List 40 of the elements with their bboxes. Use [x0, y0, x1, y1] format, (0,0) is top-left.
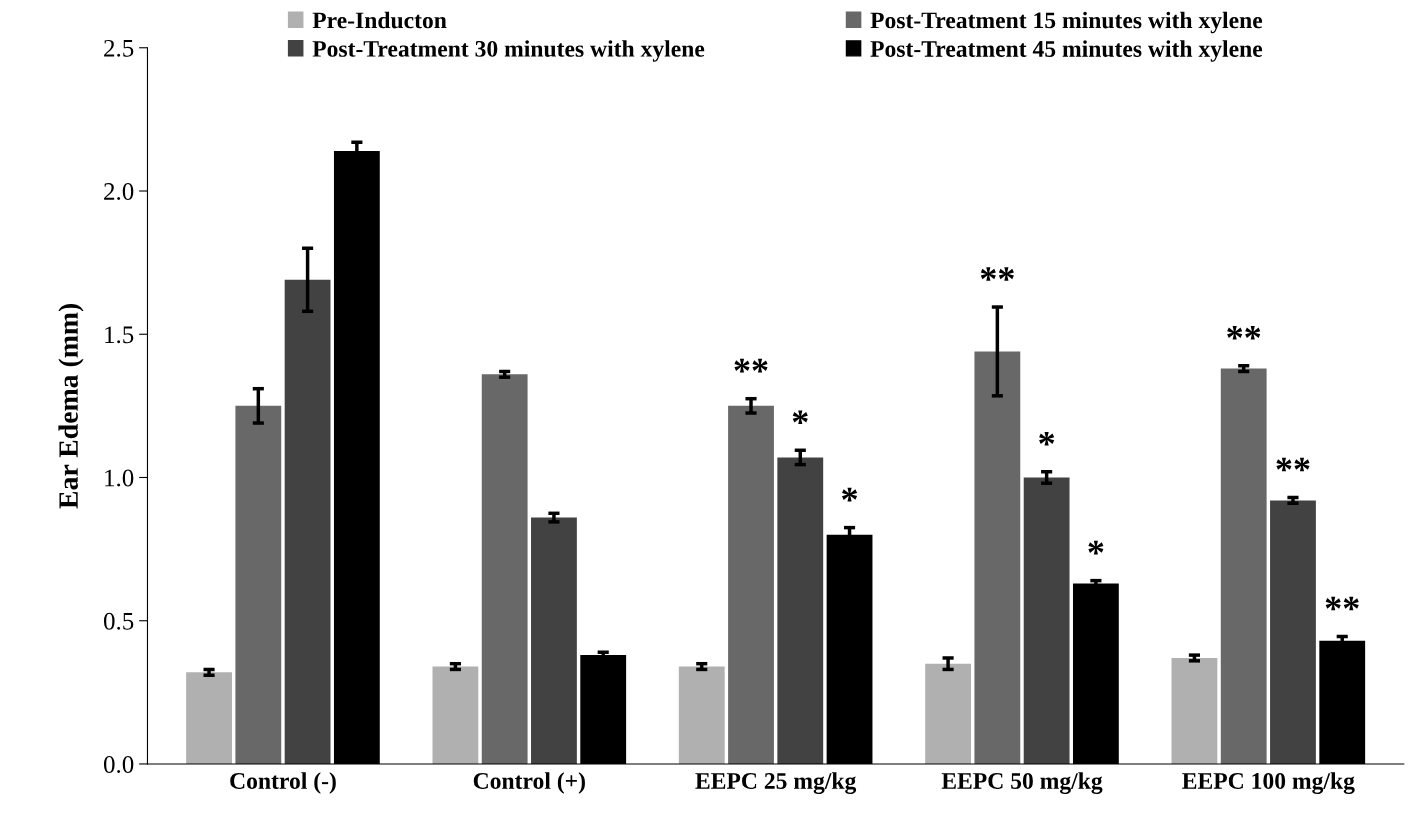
y-axis-title: Ear Edema (mm)	[58, 303, 84, 509]
y-tick-label: 0.0	[103, 756, 134, 773]
legend-label: Post-Treatment 30 minutes with xylene	[312, 40, 705, 62]
bar	[777, 457, 824, 764]
x-tick-label: Control (+)	[473, 772, 585, 794]
bar	[974, 351, 1021, 764]
annotation: **	[734, 358, 768, 373]
legend-label: Post-Treatment 45 minutes with xylene	[870, 40, 1263, 62]
bar	[1220, 368, 1267, 764]
y-tick-label: 2.0	[104, 183, 134, 201]
legend-label: Pre-Inducton	[312, 11, 447, 29]
bar	[925, 663, 971, 764]
x-tick-label: Control (-)	[230, 772, 336, 794]
bar	[481, 374, 528, 764]
annotation: **	[1276, 457, 1310, 472]
annotation: **	[1325, 596, 1359, 611]
y-tick-label: 1.0	[105, 469, 134, 487]
annotation: *	[842, 487, 858, 502]
bar	[678, 666, 725, 764]
annotation: **	[980, 267, 1014, 281]
bar	[1023, 477, 1070, 764]
annotation: *	[1088, 540, 1104, 555]
bar	[284, 279, 331, 764]
x-tick-label: EEPC 100 mg/kg	[1182, 772, 1355, 794]
y-tick-label: 0.5	[103, 612, 134, 630]
bar	[728, 405, 774, 764]
bar	[186, 672, 232, 764]
bar	[1171, 657, 1218, 764]
annotation: *	[1039, 431, 1055, 446]
y-tick-label: 2.5	[104, 39, 134, 57]
x-tick-label: EEPC 50 mg/kg	[941, 772, 1103, 794]
y-tick-label: 1.5	[105, 326, 134, 344]
bar	[432, 666, 479, 764]
x-tick-label: EEPC 25 mg/kg	[695, 772, 857, 794]
annotation: *	[792, 410, 808, 425]
bar	[1270, 500, 1316, 764]
annotation: **	[1227, 325, 1261, 340]
bar	[235, 405, 282, 764]
legend-label: Post-Treatment 15 minutes with xylene	[870, 11, 1263, 34]
bar	[531, 517, 577, 764]
